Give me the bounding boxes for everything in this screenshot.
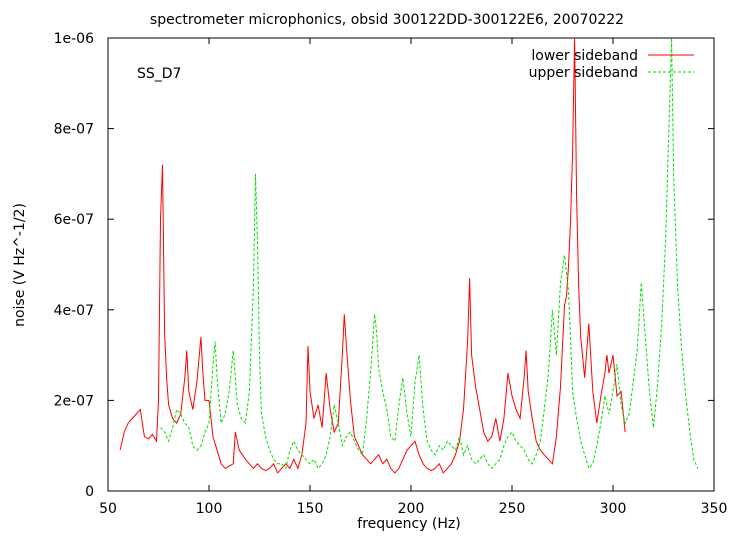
x-tick-label: 150 bbox=[297, 501, 324, 517]
y-tick-label: 0 bbox=[85, 484, 94, 500]
plot-frame bbox=[107, 37, 715, 492]
annotation-label: SS_D7 bbox=[137, 66, 181, 82]
legend-label: lower sideband bbox=[531, 48, 638, 64]
x-tick-label: 350 bbox=[701, 501, 728, 517]
series-line-1 bbox=[119, 37, 626, 474]
y-axis-label: noise (V Hz^-1/2) bbox=[12, 203, 28, 327]
series-line-2 bbox=[160, 37, 699, 470]
x-axis-label: frequency (Hz) bbox=[357, 516, 460, 532]
x-tick-label: 50 bbox=[99, 501, 117, 517]
plot-area bbox=[107, 37, 715, 492]
y-tick-label: 6e-07 bbox=[54, 212, 94, 228]
series-layer bbox=[119, 37, 699, 474]
x-tick-label: 200 bbox=[398, 501, 425, 517]
x-tick-label: 300 bbox=[600, 501, 627, 517]
y-tick-label: 4e-07 bbox=[54, 303, 94, 319]
y-tick-label: 2e-07 bbox=[54, 393, 94, 409]
x-tick-label: 250 bbox=[499, 501, 526, 517]
y-tick-label: 1e-06 bbox=[54, 31, 94, 47]
chart-title: spectrometer microphonics, obsid 300122D… bbox=[150, 12, 624, 28]
x-axis: 50 100 150 200 250 300 350 bbox=[99, 38, 727, 517]
x-tick-label: 100 bbox=[196, 501, 223, 517]
legend-label: upper sideband bbox=[529, 65, 638, 81]
y-tick-label: 8e-07 bbox=[54, 122, 94, 138]
y-axis: 0 2e-07 4e-07 6e-07 8e-07 1e-06 bbox=[54, 31, 714, 500]
